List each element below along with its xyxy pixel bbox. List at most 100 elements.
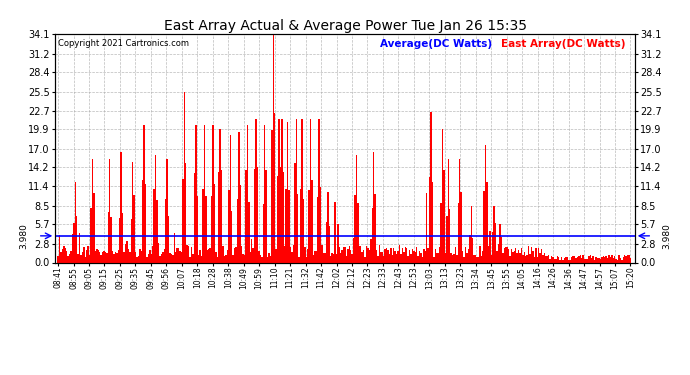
- Bar: [448, 159, 449, 262]
- Bar: [168, 216, 169, 262]
- Bar: [271, 130, 273, 262]
- Bar: [424, 251, 426, 262]
- Bar: [230, 135, 231, 262]
- Bar: [501, 237, 502, 262]
- Bar: [350, 250, 351, 262]
- Bar: [402, 248, 403, 262]
- Bar: [500, 224, 501, 262]
- Bar: [228, 190, 230, 262]
- Bar: [85, 257, 86, 262]
- Bar: [175, 252, 177, 262]
- Bar: [81, 252, 83, 262]
- Bar: [237, 200, 238, 262]
- Bar: [89, 255, 90, 262]
- Bar: [506, 247, 508, 262]
- Bar: [267, 257, 268, 262]
- Bar: [531, 247, 532, 262]
- Bar: [165, 199, 166, 262]
- Bar: [356, 155, 357, 262]
- Bar: [88, 246, 89, 262]
- Bar: [584, 259, 585, 262]
- Bar: [320, 186, 322, 262]
- Bar: [150, 255, 152, 262]
- Bar: [611, 255, 613, 262]
- Bar: [480, 256, 482, 262]
- Bar: [590, 255, 591, 262]
- Bar: [219, 129, 221, 262]
- Bar: [602, 256, 604, 262]
- Bar: [264, 125, 266, 262]
- Bar: [204, 125, 205, 262]
- Bar: [234, 248, 235, 262]
- Text: 3.980: 3.980: [19, 223, 28, 249]
- Bar: [148, 254, 149, 262]
- Bar: [222, 246, 224, 262]
- Bar: [99, 252, 100, 262]
- Bar: [445, 254, 446, 262]
- Bar: [607, 258, 609, 262]
- Bar: [185, 163, 186, 262]
- Bar: [577, 257, 578, 262]
- Bar: [225, 255, 226, 262]
- Bar: [630, 258, 631, 262]
- Bar: [449, 209, 451, 262]
- Bar: [370, 238, 371, 262]
- Bar: [446, 216, 448, 262]
- Bar: [513, 251, 515, 262]
- Bar: [360, 246, 362, 262]
- Bar: [578, 256, 580, 262]
- Bar: [194, 173, 195, 262]
- Bar: [290, 247, 291, 262]
- Bar: [413, 251, 415, 262]
- Bar: [109, 159, 110, 262]
- Bar: [386, 248, 387, 262]
- Bar: [224, 256, 225, 262]
- Bar: [433, 256, 435, 262]
- Bar: [393, 248, 395, 262]
- Bar: [569, 260, 571, 262]
- Bar: [377, 256, 379, 262]
- Bar: [568, 260, 569, 262]
- Bar: [112, 251, 113, 262]
- Bar: [396, 254, 397, 262]
- Bar: [348, 246, 350, 262]
- Bar: [485, 146, 486, 262]
- Bar: [593, 256, 594, 262]
- Bar: [431, 112, 432, 262]
- Bar: [169, 254, 170, 262]
- Bar: [77, 254, 79, 262]
- Bar: [622, 257, 624, 262]
- Bar: [275, 249, 277, 262]
- Bar: [591, 258, 593, 262]
- Bar: [613, 258, 614, 262]
- Bar: [496, 251, 497, 262]
- Bar: [287, 122, 288, 262]
- Bar: [248, 202, 250, 262]
- Bar: [182, 180, 184, 262]
- Bar: [473, 255, 475, 262]
- Bar: [407, 256, 409, 262]
- Bar: [149, 251, 150, 262]
- Bar: [105, 252, 106, 262]
- Bar: [104, 251, 105, 262]
- Bar: [283, 172, 284, 262]
- Bar: [614, 256, 615, 262]
- Bar: [298, 257, 300, 262]
- Bar: [253, 248, 254, 262]
- Bar: [554, 259, 555, 262]
- Bar: [308, 190, 310, 262]
- Bar: [61, 249, 63, 262]
- Bar: [399, 244, 400, 262]
- Bar: [420, 254, 422, 262]
- Bar: [571, 257, 573, 262]
- Bar: [387, 250, 388, 262]
- Bar: [197, 196, 198, 262]
- Bar: [66, 252, 68, 262]
- Bar: [629, 255, 630, 262]
- Bar: [504, 248, 505, 262]
- Bar: [466, 253, 468, 262]
- Bar: [459, 159, 460, 262]
- Bar: [515, 248, 516, 262]
- Bar: [488, 246, 489, 262]
- Bar: [465, 246, 466, 262]
